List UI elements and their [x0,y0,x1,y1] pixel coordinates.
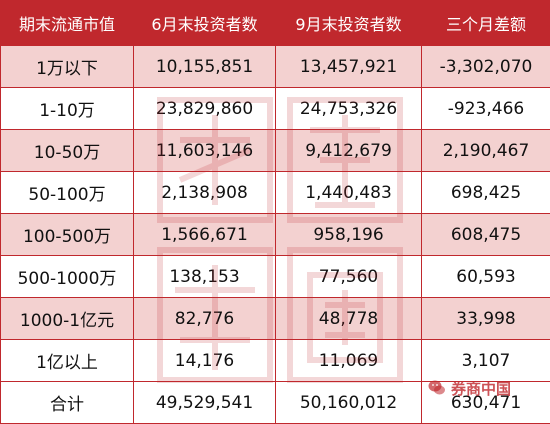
difference-value: -923,466 [422,88,550,130]
row-label: 1000-1亿元 [1,298,134,340]
row-label: 10-50万 [1,130,134,172]
june-value: 82,776 [134,298,276,340]
total-september-value: 50,160,012 [276,382,422,424]
table-row: 1万以下 10,155,851 13,457,921 -3,302,070 [1,46,550,88]
total-june-value: 49,529,541 [134,382,276,424]
september-value: 77,560 [276,256,422,298]
difference-value: -3,302,070 [422,46,550,88]
total-label: 合计 [1,382,134,424]
june-value: 138,153 [134,256,276,298]
june-value: 14,176 [134,340,276,382]
table-header: 期末流通市值 6月末投资者数 9月末投资者数 三个月差额 [1,1,550,46]
difference-value: 698,425 [422,172,550,214]
difference-value: 608,475 [422,214,550,256]
september-value: 24,753,326 [276,88,422,130]
difference-value: 33,998 [422,298,550,340]
header-row: 期末流通市值 6月末投资者数 9月末投资者数 三个月差额 [1,1,550,46]
header-september-investors: 9月末投资者数 [276,1,422,46]
september-value: 1,440,483 [276,172,422,214]
table-row: 10-50万 11,603,146 9,412,679 2,190,467 [1,130,550,172]
row-label: 1-10万 [1,88,134,130]
header-three-month-difference: 三个月差额 [422,1,550,46]
header-june-investors: 6月末投资者数 [134,1,276,46]
difference-value: 60,593 [422,256,550,298]
june-value: 1,566,671 [134,214,276,256]
row-label: 1亿以上 [1,340,134,382]
june-value: 23,829,860 [134,88,276,130]
september-value: 9,412,679 [276,130,422,172]
total-difference-value: 630,471 [422,382,550,424]
table-row: 100-500万 1,566,671 958,196 608,475 [1,214,550,256]
june-value: 11,603,146 [134,130,276,172]
row-label: 100-500万 [1,214,134,256]
row-label: 50-100万 [1,172,134,214]
table-row: 1000-1亿元 82,776 48,778 33,998 [1,298,550,340]
june-value: 10,155,851 [134,46,276,88]
september-value: 958,196 [276,214,422,256]
difference-value: 2,190,467 [422,130,550,172]
total-row: 合计 49,529,541 50,160,012 630,471 [1,382,550,424]
table-row: 50-100万 2,138,908 1,440,483 698,425 [1,172,550,214]
table-body: 1万以下 10,155,851 13,457,921 -3,302,070 1-… [1,46,550,424]
table-row: 1亿以上 14,176 11,069 3,107 [1,340,550,382]
september-value: 48,778 [276,298,422,340]
table-row: 500-1000万 138,153 77,560 60,593 [1,256,550,298]
table-row: 1-10万 23,829,860 24,753,326 -923,466 [1,88,550,130]
difference-value: 3,107 [422,340,550,382]
header-market-value: 期末流通市值 [1,1,134,46]
june-value: 2,138,908 [134,172,276,214]
september-value: 11,069 [276,340,422,382]
september-value: 13,457,921 [276,46,422,88]
row-label: 1万以下 [1,46,134,88]
row-label: 500-1000万 [1,256,134,298]
